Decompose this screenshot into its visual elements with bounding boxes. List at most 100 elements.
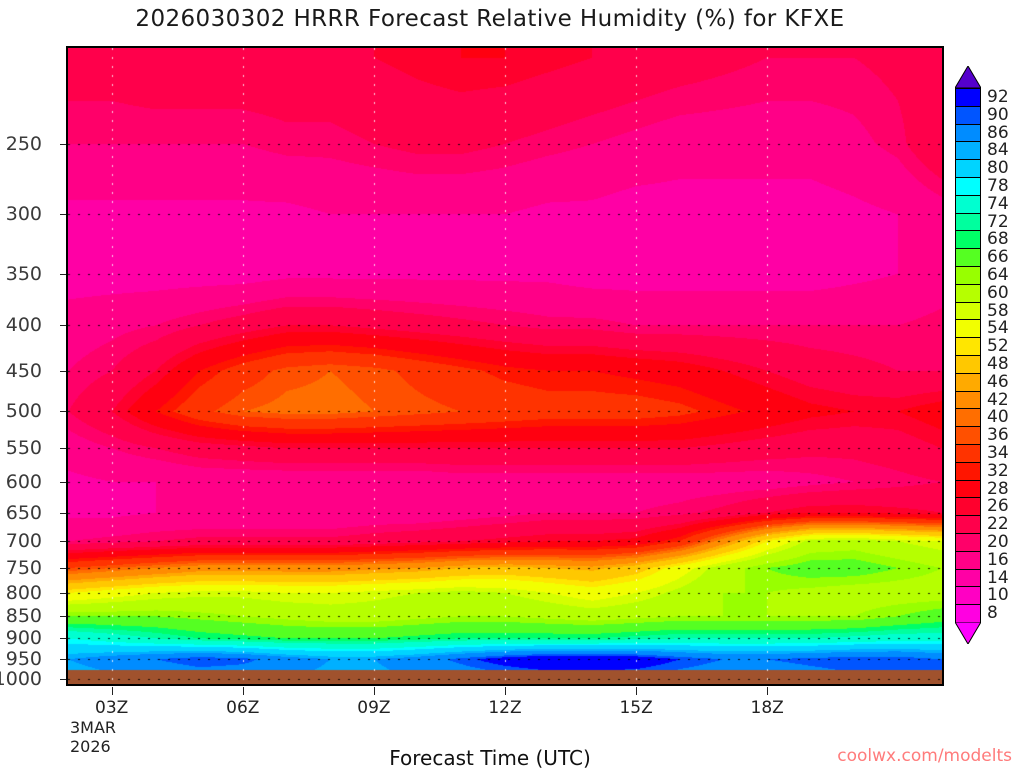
y-axis-label: 950: [5, 648, 42, 671]
colorbar-cell: [955, 568, 981, 588]
colorbar-label: 66: [987, 247, 1009, 268]
colorbar-cell: [955, 123, 981, 143]
colorbar-cell: [955, 319, 981, 339]
colorbar-cell: [955, 266, 981, 285]
colorbar-label: 68: [987, 229, 1009, 250]
y-axis-tick: [60, 679, 66, 680]
y-axis-tick: [60, 638, 66, 640]
colorbar-label: 92: [987, 86, 1009, 107]
x-axis-title: Forecast Time (UTC): [389, 746, 591, 770]
colorbar-cell: [955, 301, 981, 321]
y-axis-label: 550: [5, 437, 42, 460]
y-axis-label: 600: [5, 470, 42, 493]
colorbar-label: 78: [987, 175, 1009, 196]
colorbar-cell: [955, 248, 981, 267]
y-axis-tick: [60, 512, 66, 514]
x-axis-label: 09Z: [357, 698, 391, 718]
colorbar-label: 46: [987, 371, 1009, 392]
colorbar-label: 84: [987, 140, 1009, 161]
colorbar-label: 28: [987, 478, 1009, 499]
y-axis-tick: [60, 567, 66, 569]
colorbar-cell: [955, 194, 981, 214]
y-axis-label: 700: [5, 530, 42, 553]
colorbar-cell: [955, 461, 981, 481]
colorbar-cell: [955, 105, 981, 125]
colorbar-label: 40: [987, 407, 1009, 428]
colorbar-cell: [955, 159, 981, 178]
y-axis-tick: [60, 659, 66, 661]
colorbar: 92 90 86 84 80 78 74 72 68 66 64 60 58 54 52 48 46 42 40 36…: [954, 65, 1009, 645]
y-axis-tick: [60, 143, 66, 145]
colorbar-cell: [955, 479, 981, 499]
colorbar-label: 42: [987, 389, 1009, 410]
colorbar-cell: [955, 88, 981, 107]
y-axis-label: 350: [5, 262, 42, 285]
colorbar-cell: [955, 604, 981, 623]
colorbar-label: 26: [987, 496, 1009, 517]
y-axis-label: 650: [5, 501, 42, 524]
x-axis-label: 15Z: [619, 698, 653, 718]
colorbar-label: 36: [987, 425, 1009, 446]
y-axis-tick: [60, 592, 66, 594]
x-axis-tick: [767, 687, 769, 695]
colorbar-over-arrow: [954, 65, 982, 89]
y-axis-label: 1000: [0, 668, 42, 690]
y-axis-tick: [60, 541, 66, 543]
x-axis-label: 03Z: [95, 698, 129, 718]
page-title: 2026030302 HRRR Forecast Relative Humidi…: [135, 6, 845, 32]
colorbar-cell: [955, 372, 981, 392]
colorbar-label: 86: [987, 122, 1009, 143]
colorbar-cell: [955, 408, 981, 428]
colorbar-cell: [955, 283, 981, 303]
colorbar-cell: [955, 444, 981, 463]
humidity-cross-section-plot: [66, 46, 944, 686]
x-axis-label: 12Z: [488, 698, 522, 718]
y-axis-tick: [60, 616, 66, 618]
y-axis-label: 800: [5, 581, 42, 604]
y-axis-tick: [60, 411, 66, 413]
contour-canvas: [68, 48, 942, 684]
colorbar-label: 14: [987, 567, 1009, 588]
colorbar-cell: [955, 177, 981, 196]
y-axis-tick: [60, 273, 66, 275]
y-axis-label: 850: [5, 605, 42, 628]
colorbar-cell: [955, 515, 981, 534]
colorbar-label: 74: [987, 193, 1009, 214]
colorbar-cell: [955, 497, 981, 517]
x-axis-tick: [505, 687, 506, 695]
colorbar-label: 48: [987, 353, 1009, 374]
y-axis-tick: [60, 448, 66, 450]
colorbar-label: 8: [987, 603, 998, 624]
colorbar-label: 10: [987, 585, 1009, 606]
y-axis-tick: [60, 370, 66, 372]
y-axis-tick: [60, 214, 66, 216]
colorbar-cell: [955, 426, 981, 445]
colorbar-label: 32: [987, 460, 1009, 481]
colorbar-under-arrow: [954, 621, 982, 645]
x-axis-label: 06Z: [226, 698, 260, 718]
y-axis-label: 500: [5, 400, 42, 423]
colorbar-label: 58: [987, 300, 1009, 321]
colorbar-label: 16: [987, 549, 1009, 570]
y-axis-tick: [60, 481, 66, 483]
colorbar-cell: [955, 141, 981, 161]
x-axis-tick: [111, 687, 113, 695]
date-stamp-line: 3MAR: [70, 718, 117, 737]
y-axis-label: 750: [5, 556, 42, 579]
y-axis-label: 400: [5, 314, 42, 337]
colorbar-cell: [955, 337, 981, 356]
colorbar-label: 54: [987, 318, 1009, 339]
x-axis-tick: [636, 687, 638, 695]
x-axis-tick: [242, 687, 244, 695]
y-axis-tick: [60, 325, 66, 327]
colorbar-cell: [955, 533, 981, 552]
colorbar-label: 80: [987, 158, 1009, 179]
colorbar-cell: [955, 586, 981, 606]
colorbar-label: 34: [987, 442, 1009, 463]
colorbar-cell: [955, 390, 981, 410]
colorbar-label: 22: [987, 514, 1009, 535]
colorbar-cell: [955, 550, 981, 570]
y-axis-label: 300: [5, 203, 42, 226]
y-axis-label: 900: [5, 627, 42, 650]
colorbar-cell: [955, 212, 981, 232]
